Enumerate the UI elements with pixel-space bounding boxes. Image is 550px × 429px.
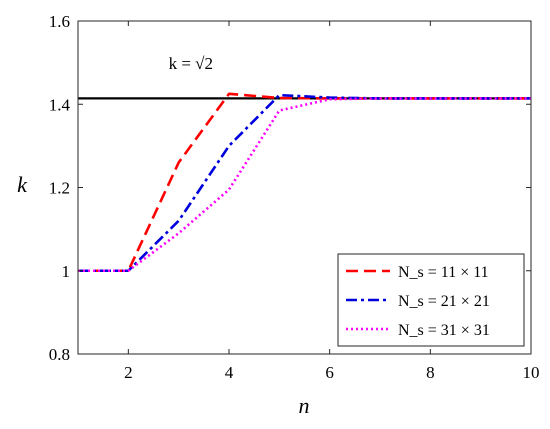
y-tick-label: 1.6 [49,12,70,31]
legend-label-3: N_s = 31 × 31 [398,322,490,339]
y-tick-label: 1 [62,262,71,281]
x-tick-label: 10 [523,363,540,382]
x-tick-label: 4 [225,363,234,382]
x-axis-label: n [299,393,310,418]
legend-label-1: N_s = 11 × 11 [398,264,489,281]
y-axis-label: k [17,172,28,197]
legend: N_s = 11 × 11 N_s = 21 × 21 N_s = 31 × 31 [337,253,525,347]
y-tick-label: 1.2 [49,179,70,198]
y-tick-label: 1.4 [49,95,71,114]
x-tick-label: 2 [124,363,133,382]
series-line-3 [78,97,531,273]
reference-line-annotation: k = √2 [169,54,213,73]
legend-label-2: N_s = 21 × 21 [398,293,490,310]
x-tick-label: 6 [325,363,334,382]
x-tick-label: 8 [426,363,435,382]
series-line-1 [78,92,531,273]
y-tick-label: 0.8 [49,345,70,364]
series-line-2 [78,93,531,273]
